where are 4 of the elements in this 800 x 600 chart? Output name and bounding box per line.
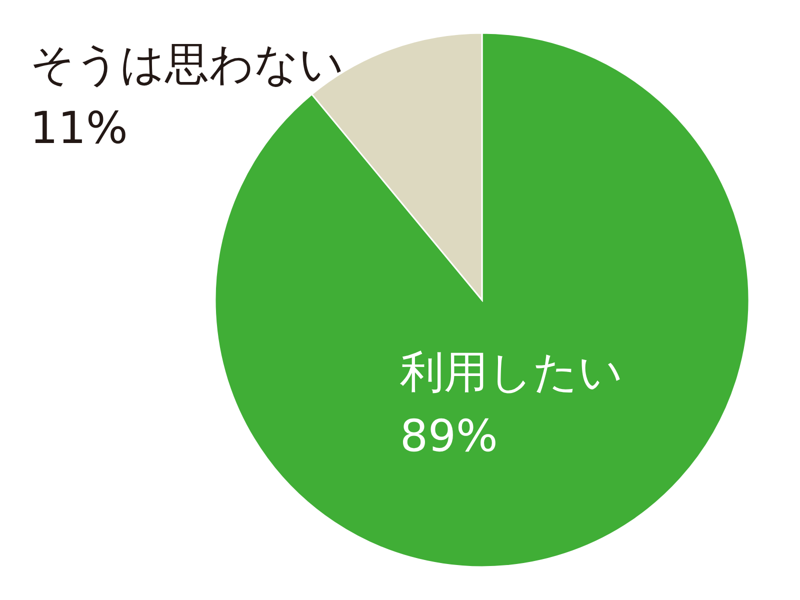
slice-label: そうは思わない [30, 39, 344, 90]
data-label: 89% [400, 411, 498, 462]
slice-label: 利用したい [400, 347, 623, 398]
data-label: 11% [30, 103, 128, 154]
